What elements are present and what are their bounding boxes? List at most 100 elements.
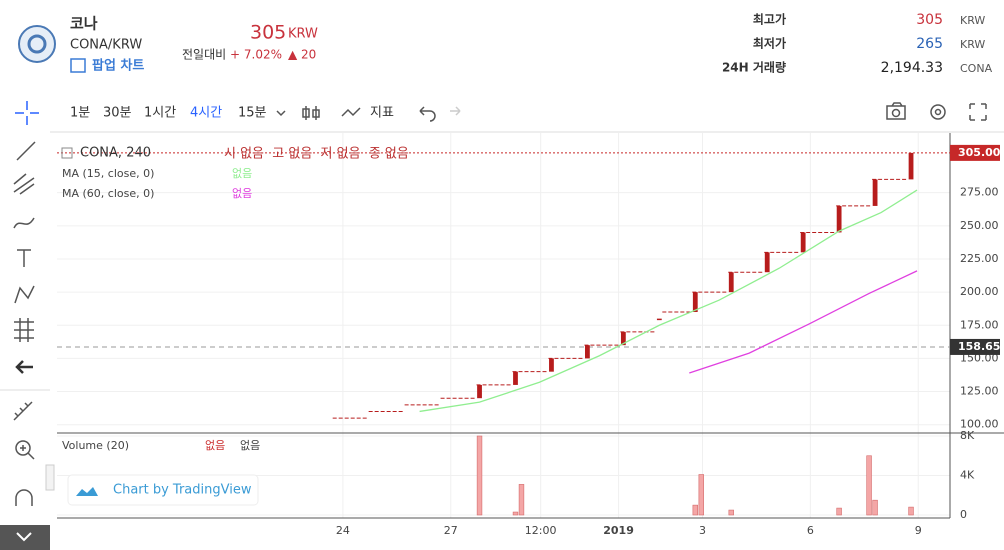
watermark-box (67, 474, 259, 506)
chart-type[interactable] (302, 106, 320, 120)
volume-bar (872, 499, 878, 516)
volume-bar (866, 455, 872, 516)
candle (836, 205, 842, 233)
stat-value: 305 (916, 12, 943, 28)
volume-tick-label: 4K (960, 469, 975, 482)
legend-ma60-value: 없음 (232, 187, 252, 200)
prediction-tool[interactable] (14, 318, 34, 342)
legend-icon (61, 147, 73, 159)
moving-average (419, 189, 918, 413)
brush-tool[interactable] (13, 217, 35, 229)
interval-button[interactable]: 15분 (238, 106, 267, 121)
volume-bar (518, 484, 525, 516)
candle (692, 292, 698, 313)
panel-toggle[interactable] (45, 464, 55, 491)
settings[interactable] (930, 104, 946, 120)
legend-volume-value: 없음 (240, 439, 260, 452)
plot: 24 27 12:00 2019 3 6 9100.00125.00150.00175.00… (57, 133, 1004, 537)
ruler-tool[interactable] (13, 401, 33, 421)
indicator-icon[interactable] (341, 107, 361, 117)
legend-ma15: MA (15, close, 0) (62, 167, 154, 180)
interval-dropdown[interactable] (276, 110, 286, 117)
candle (477, 384, 482, 399)
volume-bar (692, 504, 698, 516)
marker-price-box (950, 338, 1000, 355)
last-price-box (950, 144, 1000, 161)
back-tool[interactable] (15, 360, 33, 374)
volume-bar (698, 474, 704, 516)
volume-bar (476, 435, 483, 516)
zoom-plus (20, 445, 35, 460)
change-percent: + 7.02% (230, 48, 282, 62)
last-price-label: 305.00 (958, 146, 1001, 159)
change-label: 전일대비 (182, 48, 226, 62)
zoom-tool[interactable] (15, 440, 31, 456)
y-tick-label: 250.00 (960, 219, 999, 232)
stat-label: 최저가 (753, 36, 786, 51)
magnet-tool[interactable] (15, 489, 33, 506)
candle (728, 272, 734, 293)
redo[interactable] (450, 106, 461, 116)
volume-tick-label: 8K (960, 429, 975, 442)
candle (872, 179, 878, 206)
x-tick-label: 2019 (603, 524, 634, 537)
interval-button[interactable]: 1분 (70, 106, 90, 121)
volume-bar (836, 507, 842, 516)
screenshot[interactable] (886, 102, 906, 120)
candle (656, 318, 662, 321)
stats: 최고가 305 KRW 최저가 265 KRW 24H 거래량 2,194.33 CONA (722, 12, 993, 77)
sidebar (0, 141, 55, 550)
indicators-button[interactable]: 지표 (370, 106, 394, 121)
candle (585, 345, 590, 359)
candle (620, 331, 626, 346)
moving-average (689, 270, 918, 374)
fullscreen[interactable] (969, 103, 987, 121)
x-tick-label: 9 (915, 524, 922, 537)
popup-chart-link[interactable]: 팝업 차트 (92, 58, 144, 74)
crosshair-tool[interactable] (15, 101, 39, 125)
interval-button[interactable]: 30분 (103, 106, 132, 121)
interval-button[interactable]: 4시간 (190, 106, 222, 121)
y-tick-label: 100.00 (960, 418, 999, 431)
candle (908, 152, 914, 180)
watermark-logo (76, 487, 98, 496)
volume-tick-label: 0 (960, 508, 967, 521)
candle (549, 358, 554, 372)
candle (800, 232, 806, 253)
settings-inner (934, 108, 942, 116)
stat-label: 24H 거래량 (722, 60, 786, 75)
stat-value: 265 (916, 36, 943, 52)
legend-symbol: CONA, 240 (80, 146, 151, 161)
y-tick-label: 275.00 (960, 186, 999, 199)
collapse-arrow (16, 532, 32, 542)
watermark[interactable]: Chart by TradingView (113, 483, 252, 498)
y-tick-label: 200.00 (960, 285, 999, 298)
pattern-tool[interactable] (14, 285, 35, 304)
header: 코나 CONA/KRW 팝업 차트 305 KRW 전일대비 + 7.02% ▲… (18, 12, 993, 77)
legend-ohlc: 시 없음 고 없음 저 없음 종 없음 (224, 147, 409, 162)
undo[interactable] (419, 106, 436, 122)
volume-bar (908, 506, 914, 516)
stat-unit: CONA (960, 62, 993, 75)
legend-ma60: MA (60, close, 0) (62, 187, 154, 200)
volume-bar (512, 511, 519, 516)
x-tick-label: 12:00 (525, 524, 557, 537)
candle (764, 252, 770, 273)
y-tick-label: 125.00 (960, 385, 999, 398)
interval-button[interactable]: 1시간 (144, 106, 176, 121)
text-tool[interactable] (17, 249, 31, 267)
x-tick-label: 3 (699, 524, 706, 537)
volume-bar (728, 509, 734, 516)
coin-logo (18, 25, 56, 63)
stat-unit: KRW (960, 38, 985, 51)
y-tick-label: 225.00 (960, 252, 999, 265)
legend-ma15-value: 없음 (232, 167, 252, 180)
sidebar-collapse[interactable] (0, 525, 50, 550)
x-tick-label: 27 (444, 524, 458, 537)
marker-price-label: 158.65 (958, 340, 1000, 353)
change-amount: ▲ 20 (288, 48, 316, 62)
fib-tool[interactable] (13, 173, 35, 195)
stat-label: 최고가 (753, 12, 786, 27)
trendline-tool[interactable] (16, 141, 36, 161)
